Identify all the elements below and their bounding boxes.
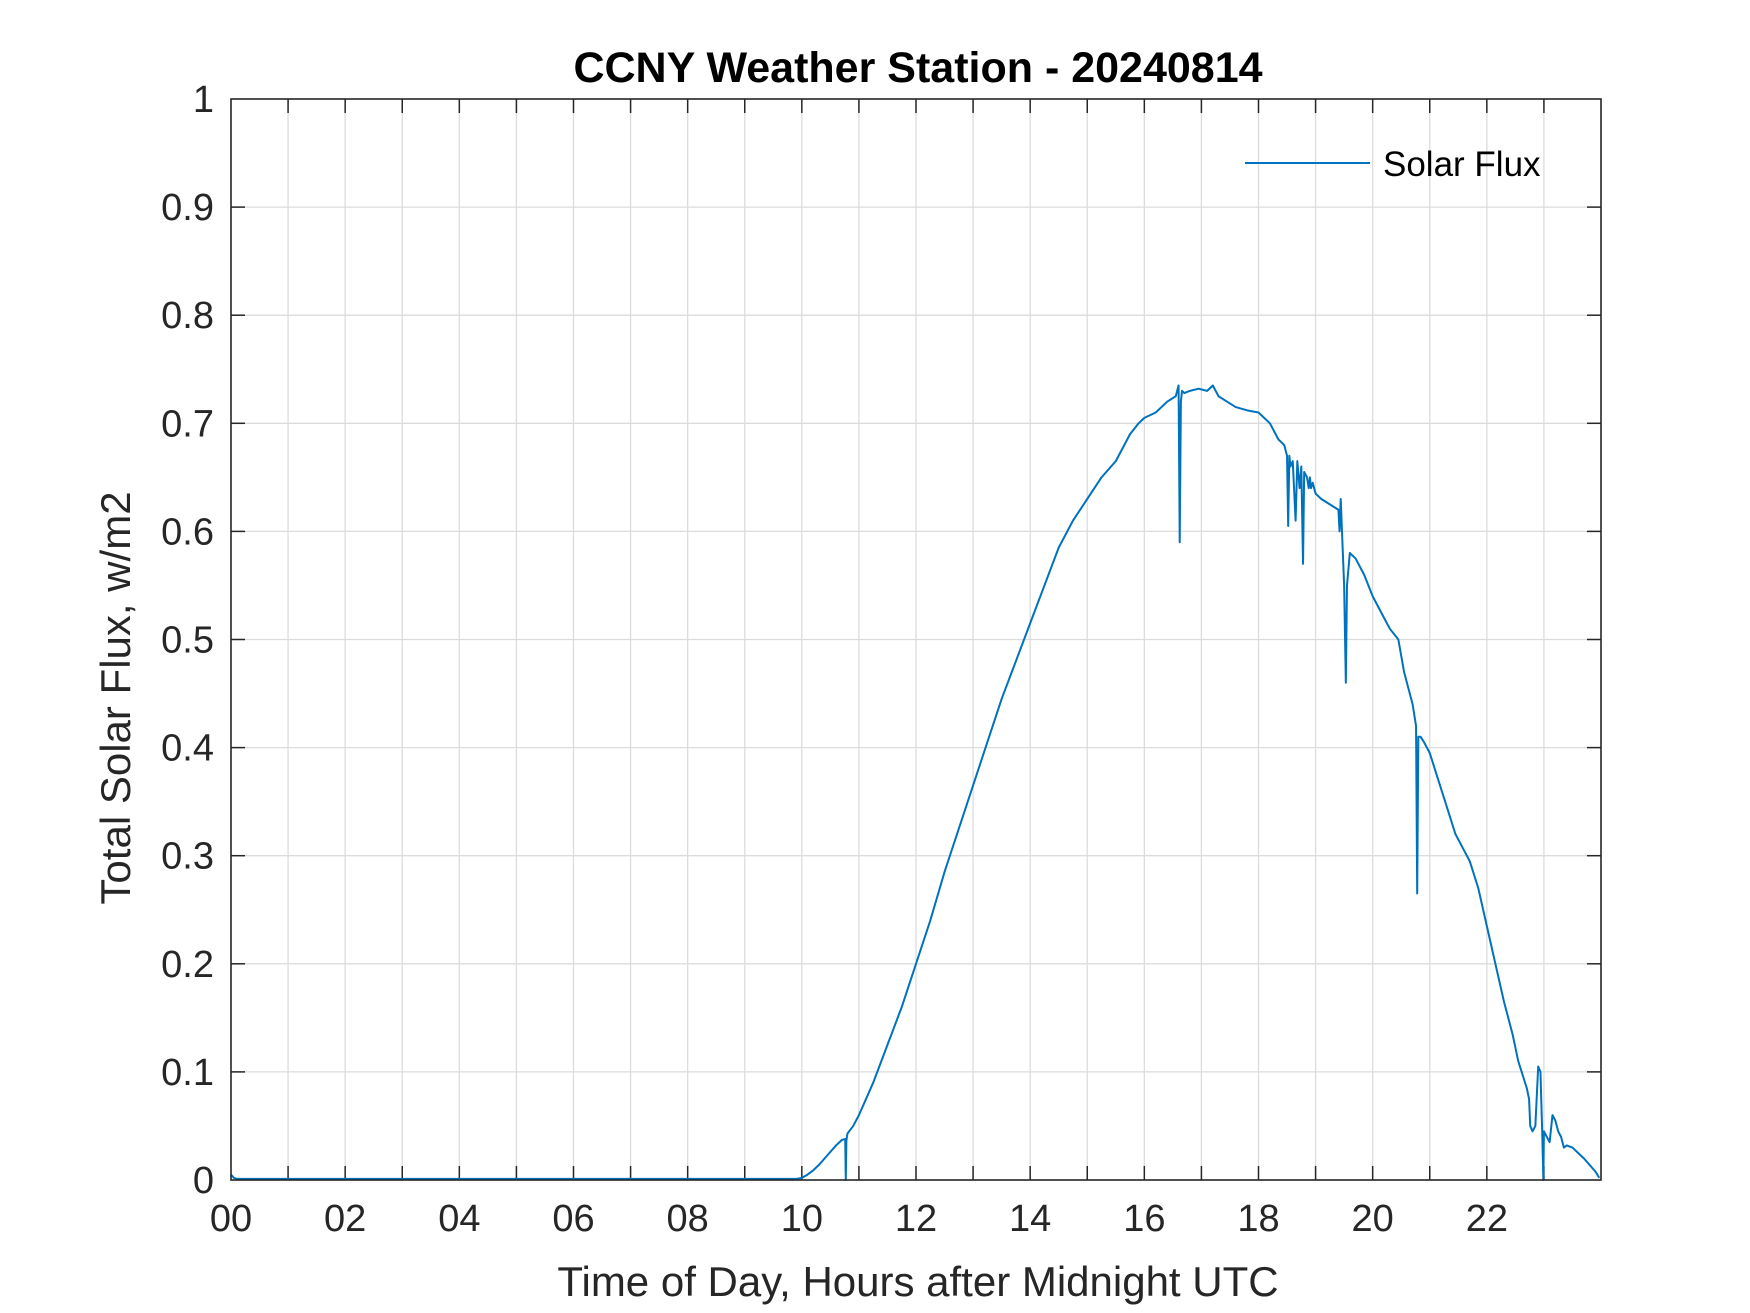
x-axis-label: Time of Day, Hours after Midnight UTC (557, 1258, 1278, 1305)
tick-marks (231, 99, 1601, 1180)
y-tick-labels: 0 0.1 0.2 0.3 0.4 0.5 0.6 0.7 0.8 0.9 1 (161, 79, 214, 1202)
series-line-solar-flux (230, 384, 1601, 1181)
legend-label-solar-flux: Solar Flux (1383, 145, 1541, 184)
x-tick-label: 02 (324, 1198, 366, 1240)
y-axis-label: Total Solar Flux, w/m2 (92, 491, 139, 904)
x-tick-label: 04 (438, 1198, 480, 1240)
x-tick-label: 10 (781, 1198, 823, 1240)
chart-title: CCNY Weather Station - 20240814 (573, 44, 1262, 92)
y-tick-label: 0.6 (161, 511, 214, 553)
x-tick-label: 22 (1466, 1198, 1508, 1240)
legend: Solar Flux (1245, 145, 1541, 184)
axes-box (230, 98, 1602, 1181)
y-tick-label: 0.3 (161, 836, 214, 878)
x-tick-label: 12 (895, 1198, 937, 1240)
x-tick-label: 14 (1009, 1198, 1051, 1240)
y-tick-label: 0.5 (161, 620, 214, 662)
y-tick-label: 0.7 (161, 403, 214, 445)
y-tick-label: 0.9 (161, 187, 214, 229)
x-tick-labels: 00 02 04 06 08 10 12 14 16 18 20 22 (210, 1198, 1508, 1240)
y-tick-label: 0.4 (161, 728, 214, 770)
x-tick-label: 18 (1237, 1198, 1279, 1240)
x-tick-label: 16 (1123, 1198, 1165, 1240)
y-tick-label: 0.8 (161, 295, 214, 337)
x-tick-label: 00 (210, 1198, 252, 1240)
x-tick-label: 08 (667, 1198, 709, 1240)
y-tick-label: 0 (193, 1160, 214, 1202)
y-tick-label: 1 (193, 79, 214, 121)
y-tick-label: 0.2 (161, 944, 214, 986)
x-tick-label: 20 (1352, 1198, 1394, 1240)
series-layer (230, 384, 1601, 1181)
x-tick-label: 06 (552, 1198, 594, 1240)
y-tick-label: 0.1 (161, 1052, 214, 1094)
